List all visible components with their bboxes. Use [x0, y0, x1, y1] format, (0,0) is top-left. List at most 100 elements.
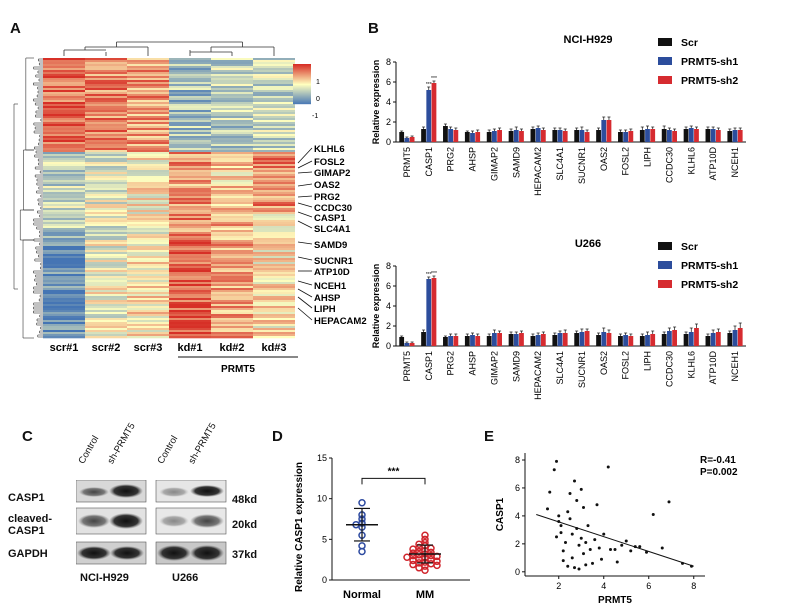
- heatmap-cell: [253, 212, 295, 215]
- heatmap-cell: [43, 202, 85, 205]
- heatmap-cell: [127, 146, 169, 149]
- heatmap-cell: [85, 300, 127, 303]
- heatmap-cell: [253, 248, 295, 251]
- heatmap-cell: [253, 58, 295, 61]
- y-tick-label: 6: [386, 77, 391, 87]
- gene-label-atp10d: ATP10D: [314, 267, 350, 278]
- heatmap-cell: [43, 250, 85, 253]
- heatmap-cell: [127, 304, 169, 307]
- bar-prmt5-sh2: [497, 130, 502, 142]
- heatmap-cell: [43, 328, 85, 331]
- heatmap-cell: [211, 330, 253, 333]
- heatmap-cell: [211, 200, 253, 203]
- heatmap-cell: [253, 224, 295, 227]
- heatmap-cell: [169, 192, 211, 195]
- heatmap-cell: [253, 196, 295, 199]
- heatmap-cell: [253, 228, 295, 231]
- heatmap-cell: [43, 158, 85, 161]
- heatmap-cell: [211, 332, 253, 335]
- scatter-point: [559, 524, 563, 528]
- heatmap-cell: [127, 324, 169, 327]
- heatmap-cell: [43, 324, 85, 327]
- heatmap-cell: [85, 278, 127, 281]
- heatmap-cell: [85, 90, 127, 93]
- heatmap-cell: [127, 230, 169, 233]
- gene-labels: KLHL6 FOSL2GIMAP2OAS2PRG2CCDC30CASP1SLC4A…: [314, 144, 367, 327]
- heatmap-cell: [85, 318, 127, 321]
- significance-stars: ***: [426, 272, 432, 278]
- heatmap-cell: [169, 106, 211, 109]
- heatmap-cell: [43, 304, 85, 307]
- heatmap-cell: [211, 114, 253, 117]
- heatmap-cell: [127, 274, 169, 277]
- heatmap-cell: [43, 322, 85, 325]
- heatmap-cell: [85, 124, 127, 127]
- heatmap-cell: [85, 322, 127, 325]
- bar-prmt5-sh1: [491, 333, 497, 346]
- heatmap-cell: [169, 118, 211, 121]
- bar-prmt5-sh2: [606, 333, 612, 346]
- heatmap-cell: [127, 124, 169, 127]
- heatmap-cell: [43, 130, 85, 133]
- heatmap-cell: [169, 312, 211, 315]
- heatmap-cell: [253, 318, 295, 321]
- heatmap-cell: [169, 120, 211, 123]
- heatmap-cell: [211, 76, 253, 79]
- gene-label-gimap2: GIMAP2: [314, 168, 350, 179]
- heatmap-cell: [43, 262, 85, 265]
- group-label: MM: [416, 589, 434, 601]
- heatmap-cell: [85, 104, 127, 107]
- heatmap-cell: [169, 196, 211, 199]
- heatmap-cell: [85, 254, 127, 257]
- heatmap-cell: [85, 230, 127, 233]
- scale-segment: [293, 89, 311, 91]
- bar-prmt5-sh1: [645, 335, 650, 346]
- heatmap-cell: [43, 124, 85, 127]
- heatmap-cell: [211, 112, 253, 115]
- scatter-point: [577, 543, 581, 547]
- heatmap-cell: [211, 68, 253, 71]
- heatmap-cell: [85, 320, 127, 323]
- bar-prmt5-sh1: [448, 336, 454, 346]
- heatmap-cell: [127, 64, 169, 67]
- heatmap-cell: [85, 220, 127, 223]
- heatmap-cell: [253, 306, 295, 309]
- category-label: KLHL6: [686, 147, 696, 175]
- heatmap-cell: [211, 328, 253, 331]
- y-tick-label: 0: [386, 137, 391, 147]
- bar-prmt5-sh2: [737, 130, 743, 142]
- heatmap-cell: [253, 100, 295, 103]
- heatmap-cell: [85, 312, 127, 315]
- heatmap-cell: [85, 112, 127, 115]
- legend-label: PRMT5-sh2: [681, 75, 738, 87]
- heatmap-cell: [211, 290, 253, 293]
- scale-segment: [293, 65, 311, 67]
- heatmap-cell: [127, 186, 169, 189]
- heatmap-cell: [127, 140, 169, 143]
- heatmap-cell: [253, 198, 295, 201]
- heatmap-cell: [169, 110, 211, 113]
- heatmap-cell: [85, 260, 127, 263]
- legend-swatch: [658, 261, 672, 269]
- category-label: OAS2: [599, 351, 609, 375]
- heatmap-cell: [43, 162, 85, 165]
- heatmap-cell: [127, 142, 169, 145]
- scatter-point: [561, 559, 565, 563]
- heatmap-cell: [43, 290, 85, 293]
- gene-label-hepacam2: HEPACAM2: [314, 316, 367, 327]
- heatmap-cell: [253, 118, 295, 121]
- heatmap-cell: [253, 148, 295, 151]
- heatmap-cell: [85, 86, 127, 89]
- scatter-point: [564, 540, 567, 544]
- heatmap-cell: [253, 162, 295, 165]
- heatmap-cell: [211, 104, 253, 107]
- bar-scr: [530, 129, 536, 142]
- heatmap-cell: [169, 130, 211, 133]
- bar-scr: [486, 132, 492, 142]
- heatmap-cell: [169, 62, 211, 65]
- heatmap-cell: [169, 276, 211, 279]
- heatmap-cell: [85, 192, 127, 195]
- lane-label-sh-2: sh-PRMT5: [186, 421, 219, 466]
- bar-prmt5-sh1: [404, 138, 410, 142]
- heatmap-cell: [169, 132, 211, 135]
